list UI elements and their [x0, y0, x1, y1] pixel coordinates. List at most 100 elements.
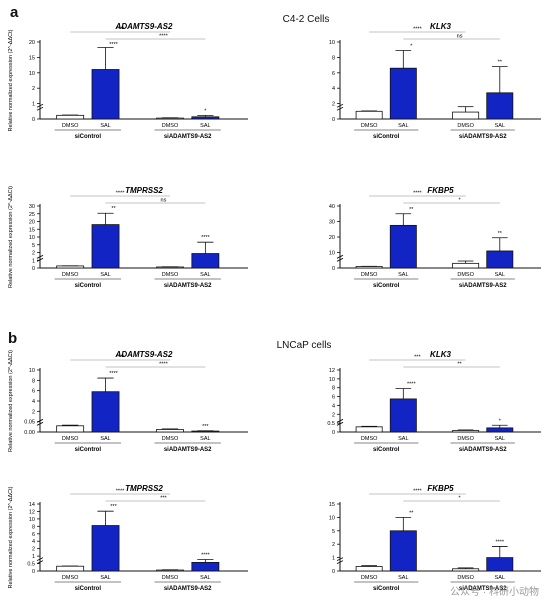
- group-label: siADAMTS9-AS2: [164, 586, 212, 592]
- bar: [191, 561, 220, 572]
- y-tick-label: 10: [329, 40, 335, 46]
- significance-label: ****: [413, 191, 422, 197]
- axis-break-mark: [336, 106, 344, 111]
- x-tick-label: DMSO: [162, 575, 179, 581]
- bar: [389, 224, 417, 269]
- axis-break-mark: [336, 418, 344, 423]
- section-title-lncap: LNCaP cells: [276, 340, 332, 351]
- chart-title: KLK3: [430, 350, 451, 359]
- x-tick-label: SAL: [495, 436, 505, 442]
- y-tick-label: 0: [332, 430, 335, 436]
- y-tick-label: 8: [32, 524, 35, 530]
- bar: [191, 116, 220, 120]
- y-tick-label: 10: [329, 377, 335, 383]
- y-tick-label: 0: [32, 117, 35, 123]
- significance-label: **: [498, 231, 503, 237]
- y-tick-label: 6: [32, 389, 35, 395]
- x-tick-label: DMSO: [62, 436, 79, 442]
- y-tick-label: 2: [32, 86, 35, 92]
- x-tick-label: DMSO: [457, 123, 474, 129]
- group-label: siControl: [75, 134, 102, 140]
- chart-c42-tmprss2: TMPRSS2 Relative normalized expression (2…: [8, 186, 248, 289]
- y-tick-label: 2: [32, 409, 35, 415]
- x-tick-label: SAL: [100, 575, 110, 581]
- group-label: siControl: [373, 586, 400, 592]
- bar: [389, 530, 417, 572]
- group-label: siControl: [373, 447, 400, 453]
- group-label: siControl: [75, 447, 102, 453]
- axis-break-mark: [36, 560, 44, 565]
- chart-lncap-klk3: KLK3 0 0.5 2 4 6 8 10 12 DMSO SAL DMSO SAL siControl s…: [327, 350, 541, 453]
- bar: [191, 253, 220, 269]
- y-tick-label: 15: [329, 502, 335, 508]
- bar: [91, 69, 120, 120]
- y-tick-label: 0.5: [327, 421, 335, 427]
- significance-label: ****: [413, 489, 422, 495]
- bar: [355, 426, 383, 433]
- chart-c42-fkbp5: FKBP5 0 10 20 30 40 DMSO SAL DMSO SAL siControl siA…: [329, 186, 541, 289]
- bar: [486, 92, 514, 120]
- y-tick-label: 0: [332, 266, 335, 272]
- y-tick-label: 6: [332, 395, 335, 401]
- y-tick-label: 20: [29, 220, 35, 226]
- significance-label: **: [498, 60, 503, 66]
- significance-label: ****: [496, 539, 505, 545]
- axis-break-mark: [36, 106, 44, 111]
- panel-letter-b: b: [8, 330, 18, 347]
- y-axis-label: Relative normalized expression (2^-ΔΔCt): [8, 486, 14, 588]
- group-label: siControl: [373, 283, 400, 289]
- y-tick-label: 15: [29, 55, 35, 61]
- significance-label: ****: [116, 191, 125, 197]
- y-tick-label: 20: [29, 40, 35, 46]
- x-tick-label: DMSO: [162, 436, 179, 442]
- x-tick-label: SAL: [495, 272, 505, 278]
- bar: [91, 224, 120, 269]
- y-tick-label: 6: [32, 532, 35, 538]
- significance-label: **: [457, 362, 462, 368]
- bar: [56, 114, 85, 120]
- y-tick-label: 12: [29, 509, 35, 515]
- y-tick-label: 1: [32, 554, 35, 560]
- x-tick-label: DMSO: [361, 575, 378, 581]
- x-tick-label: SAL: [398, 272, 408, 278]
- significance-label: ***: [414, 355, 421, 361]
- y-tick-label: 10: [29, 368, 35, 374]
- y-axis-label: Relative normalized expression (2^-ΔΔCt): [8, 186, 14, 288]
- significance-label: ****: [201, 235, 210, 241]
- y-tick-label: 30: [29, 204, 35, 210]
- y-tick-label: 2: [332, 412, 335, 418]
- y-tick-label: 2: [32, 547, 35, 553]
- significance-label: ****: [116, 27, 125, 33]
- bar: [452, 111, 480, 120]
- axis-break-mark: [36, 257, 44, 262]
- significance-label: ****: [159, 34, 168, 40]
- group-label: siControl: [373, 134, 400, 140]
- x-tick-label: SAL: [398, 436, 408, 442]
- chart-title: TMPRSS2: [125, 484, 163, 493]
- x-tick-label: SAL: [495, 575, 505, 581]
- x-tick-label: SAL: [495, 123, 505, 129]
- y-tick-label: 6: [332, 71, 335, 77]
- chart-c42-klk3: KLK3 0 2 4 6 8 10 DMSO SAL DMSO SAL siControl siADAM…: [329, 22, 541, 140]
- bar: [56, 565, 85, 572]
- bar: [486, 427, 514, 433]
- y-tick-label: 40: [329, 204, 335, 210]
- x-tick-label: SAL: [100, 436, 110, 442]
- group-label: siADAMTS9-AS2: [459, 134, 507, 140]
- group-label: siADAMTS9-AS2: [164, 447, 212, 453]
- group-label: siADAMTS9-AS2: [459, 447, 507, 453]
- bar: [389, 398, 417, 433]
- x-tick-label: SAL: [200, 575, 210, 581]
- chart-lncap-adamts9-as2: ADAMTS9-AS2 Relative normalized expressio…: [8, 350, 248, 453]
- bar: [452, 430, 480, 433]
- bar: [355, 110, 383, 120]
- y-tick-label: 4: [332, 86, 335, 92]
- bar: [355, 566, 383, 572]
- y-tick-label: 2: [332, 102, 335, 108]
- axis-break-mark: [336, 103, 344, 108]
- chart-title: ADAMTS9-AS2: [115, 350, 173, 359]
- bar: [389, 67, 417, 120]
- y-tick-label: 4: [32, 399, 35, 405]
- significance-label: ***: [202, 424, 209, 430]
- bar: [156, 117, 184, 120]
